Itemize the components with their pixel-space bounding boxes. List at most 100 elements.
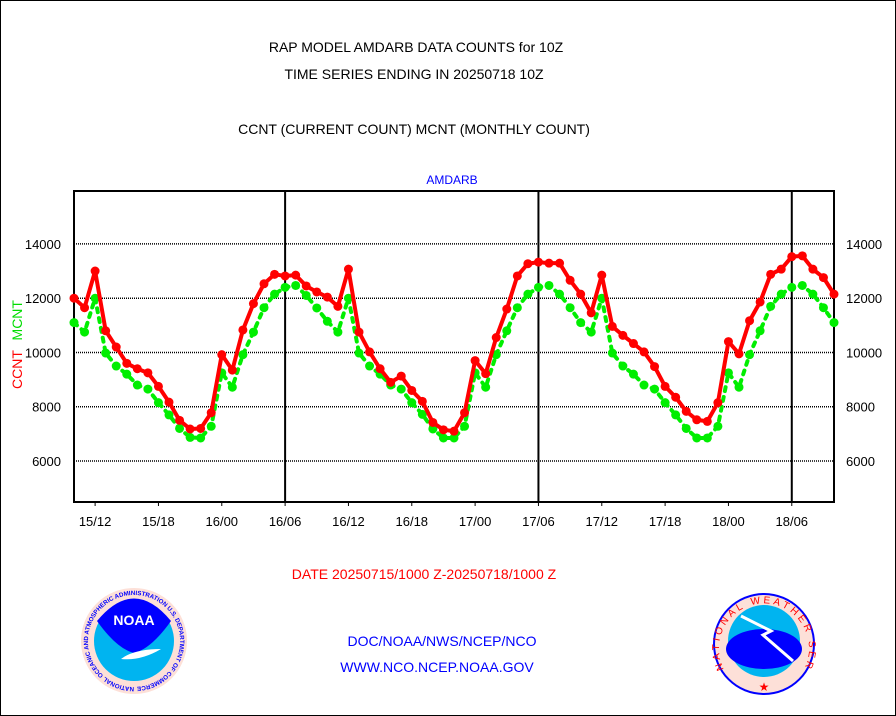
data-point-mcnt (354, 348, 364, 358)
data-point-mcnt (101, 348, 111, 358)
data-point-mcnt (90, 293, 100, 303)
x-axis-label: DATE 20250715/1000 Z-20250718/1000 Z (291, 566, 557, 582)
panel-label: AMDARB (426, 173, 478, 187)
data-point-mcnt (766, 301, 776, 311)
data-point-ccnt (681, 406, 691, 416)
y-tick-label-left: 6000 (32, 454, 61, 469)
data-point-ccnt (555, 258, 565, 268)
data-point-ccnt (565, 275, 575, 285)
data-point-mcnt (259, 303, 269, 313)
data-point-ccnt (270, 269, 280, 279)
data-point-mcnt (628, 369, 638, 379)
x-tick-label: 17/06 (522, 514, 555, 529)
data-point-ccnt (227, 365, 237, 375)
data-point-ccnt (354, 327, 364, 337)
x-tick-label: 18/06 (776, 514, 809, 529)
data-point-mcnt (449, 433, 459, 443)
y-tick-label-right: 12000 (846, 291, 882, 306)
data-point-ccnt (628, 339, 638, 349)
data-point-mcnt (438, 433, 448, 443)
data-point-ccnt (650, 362, 660, 372)
data-point-ccnt (417, 396, 427, 406)
data-point-mcnt (301, 290, 311, 300)
data-point-ccnt (301, 281, 311, 291)
x-tick-label: 16/06 (269, 514, 302, 529)
data-point-ccnt (185, 424, 195, 434)
data-point-mcnt (723, 368, 733, 378)
data-point-ccnt (734, 349, 744, 359)
data-point-mcnt (607, 348, 617, 358)
data-point-ccnt (69, 293, 79, 303)
data-point-ccnt (428, 417, 438, 427)
data-point-mcnt (544, 280, 554, 290)
y-tick-label-left: 10000 (25, 345, 61, 360)
data-point-ccnt (291, 270, 301, 280)
data-point-ccnt (544, 258, 554, 268)
data-point-ccnt (238, 325, 248, 335)
data-point-mcnt (153, 398, 163, 408)
data-point-mcnt (111, 361, 121, 371)
x-tick-label: 15/18 (142, 514, 175, 529)
data-point-ccnt (523, 259, 533, 269)
x-tick-label: 17/00 (459, 514, 492, 529)
data-point-ccnt (375, 364, 385, 374)
data-point-ccnt (217, 350, 227, 360)
data-point-mcnt (164, 410, 174, 420)
data-point-mcnt (196, 433, 206, 443)
data-point-mcnt (481, 382, 491, 392)
data-point-mcnt (396, 384, 406, 394)
svg-text:★: ★ (759, 680, 770, 694)
data-point-mcnt (713, 421, 723, 431)
data-point-ccnt (491, 333, 501, 343)
data-point-ccnt (449, 426, 459, 436)
data-point-mcnt (312, 303, 322, 313)
data-point-ccnt (175, 415, 185, 425)
footer-url[interactable]: WWW.NCO.NCEP.NOAA.GOV (340, 659, 534, 675)
data-point-ccnt (766, 269, 776, 279)
footer-org: DOC/NOAA/NWS/NCEP/NCO (347, 633, 537, 649)
data-point-ccnt (607, 321, 617, 331)
data-point-ccnt (153, 381, 163, 391)
data-point-mcnt (227, 382, 237, 392)
data-point-ccnt (829, 289, 839, 299)
data-point-mcnt (681, 423, 691, 433)
data-point-mcnt (787, 282, 797, 292)
data-point-mcnt (143, 384, 153, 394)
data-point-mcnt (407, 398, 417, 408)
x-tick-label: 16/12 (332, 514, 365, 529)
data-point-ccnt (90, 266, 100, 276)
data-point-mcnt (808, 289, 818, 299)
data-point-ccnt (333, 301, 343, 311)
data-point-ccnt (206, 408, 216, 418)
data-point-mcnt (69, 318, 79, 328)
data-point-mcnt (829, 318, 839, 328)
data-point-mcnt (586, 327, 596, 337)
data-point-mcnt (185, 432, 195, 442)
data-point-ccnt (818, 273, 828, 283)
data-point-mcnt (428, 424, 438, 434)
data-point-ccnt (618, 330, 628, 340)
data-point-mcnt (280, 282, 290, 292)
data-point-ccnt (481, 369, 491, 379)
data-point-mcnt (122, 369, 132, 379)
data-point-mcnt (533, 282, 543, 292)
data-point-mcnt (248, 327, 258, 337)
data-point-ccnt (702, 416, 712, 426)
data-point-ccnt (597, 270, 607, 280)
data-point-mcnt (565, 303, 575, 313)
chart-subtitle: CCNT (CURRENT COUNT) MCNT (MONTHLY COUNT… (238, 121, 590, 137)
data-point-ccnt (143, 368, 153, 378)
data-point-mcnt (322, 316, 332, 326)
data-point-mcnt (797, 280, 807, 290)
data-point-mcnt (755, 326, 765, 336)
data-point-mcnt (491, 350, 501, 360)
data-point-ccnt (787, 252, 797, 262)
data-point-mcnt (745, 350, 755, 360)
x-tick-label: 16/00 (206, 514, 239, 529)
noaa-logo: NOAA NATIONAL OCEANIC AND ATMOSPHERIC AD… (81, 588, 187, 694)
data-point-mcnt (692, 433, 702, 443)
data-point-ccnt (164, 397, 174, 407)
y-tick-label-right: 6000 (846, 454, 875, 469)
data-point-mcnt (365, 361, 375, 371)
data-point-ccnt (755, 297, 765, 307)
